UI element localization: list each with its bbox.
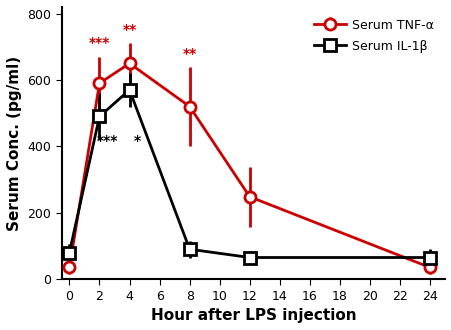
Text: **: ** [182, 47, 196, 61]
Text: *: * [133, 134, 140, 148]
Y-axis label: Serum Conc. (pg/ml): Serum Conc. (pg/ml) [7, 55, 22, 231]
X-axis label: Hour after LPS injection: Hour after LPS injection [150, 308, 355, 323]
Text: ***: *** [96, 134, 117, 148]
Text: ***: *** [88, 36, 110, 50]
Legend: Serum TNF-α, Serum IL-1β: Serum TNF-α, Serum IL-1β [309, 13, 438, 58]
Text: **: ** [122, 23, 136, 37]
